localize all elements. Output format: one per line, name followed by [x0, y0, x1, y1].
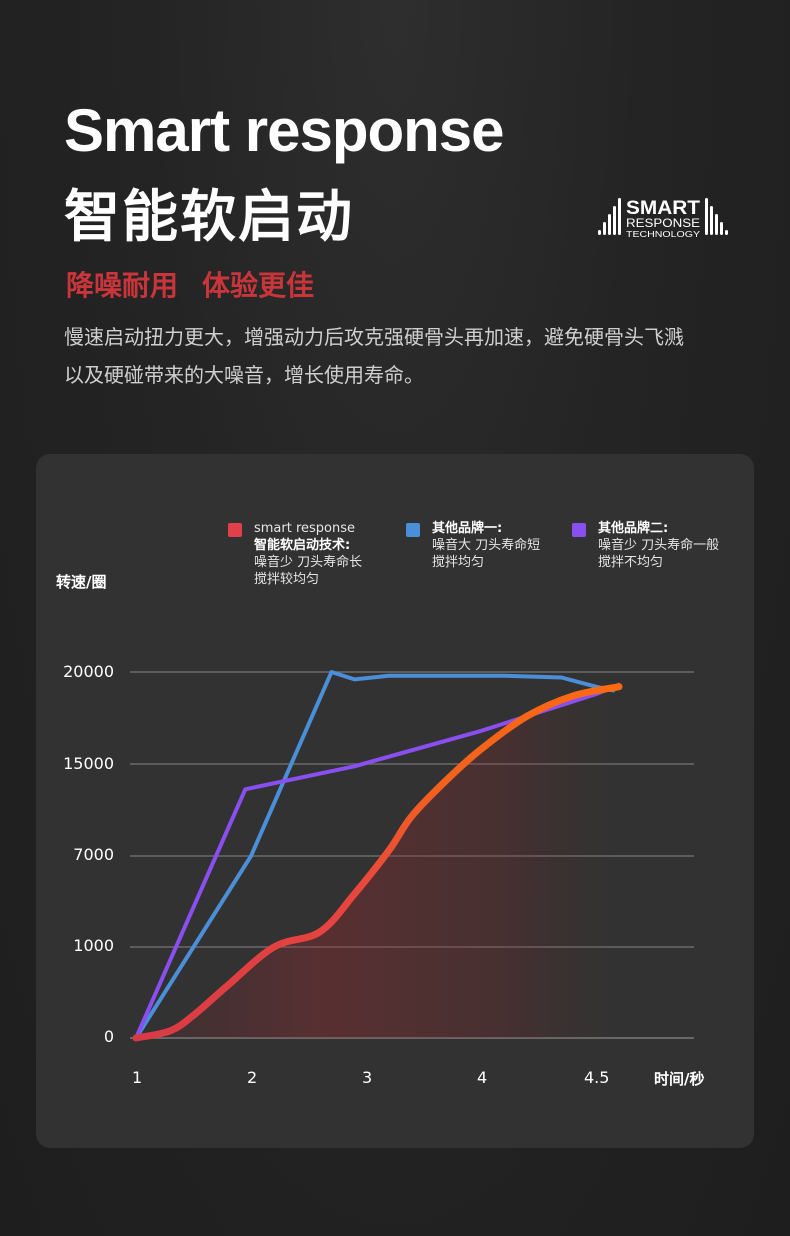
y-axis-title: 转速/圈	[56, 573, 107, 591]
x-tick-label: 1	[132, 1068, 143, 1087]
legend-series-desc: 搅拌不均匀	[598, 555, 664, 570]
legend-series-desc: 噪音少 刀头寿命长	[254, 555, 363, 570]
legend-series-name: smart response	[254, 521, 356, 536]
x-tick-label: 3	[362, 1068, 373, 1087]
y-tick-label: 15000	[63, 754, 114, 773]
legend-swatch	[228, 523, 242, 537]
y-tick-label: 7000	[73, 845, 114, 864]
y-tick-label: 0	[103, 1027, 114, 1046]
x-tick-label: 4	[477, 1068, 488, 1087]
legend-series-desc: 噪音大 刀头寿命短	[432, 538, 541, 553]
description-line-2: 以及硬碰带来的大噪音，增长使用寿命。	[64, 363, 424, 387]
chart-panel: 转速/圈 时间/秒 20000 15000 7000 1000 0 1 2 3 …	[36, 454, 754, 1148]
page-title-en: Smart response	[64, 97, 505, 164]
x-tick-label: 4.5	[584, 1068, 610, 1087]
series-line-smart	[132, 683, 623, 1042]
legend-text: 其他品牌二: 噪音少 刀头寿命一般 搅拌不均匀	[598, 520, 719, 571]
legend-series-desc: 搅拌均匀	[432, 555, 485, 570]
logo-bars-left	[598, 198, 621, 235]
description: 慢速启动扭力更大，增强动力后攻克强硬骨头再加速，避免硬骨头飞溅 以及硬碰带来的大…	[64, 318, 744, 394]
tagline-experience: 体验更佳	[202, 269, 315, 302]
x-tick-label: 2	[247, 1068, 258, 1087]
legend-series-desc: 噪音少 刀头寿命一般	[598, 538, 720, 553]
logo-bars-right	[705, 198, 728, 235]
legend-series-name: 其他品牌二:	[598, 521, 669, 536]
legend-swatch	[572, 523, 586, 537]
tagline-noise: 降噪耐用	[66, 269, 179, 302]
legend-series-name: 其他品牌一:	[432, 521, 503, 536]
logo-text-smart: SMART	[626, 198, 700, 219]
line-chart	[130, 670, 694, 1042]
page-title-zh: 智能软启动	[64, 185, 354, 250]
tagline: 降噪耐用 体验更佳	[66, 264, 338, 304]
legend-series-desc: 智能软启动技术:	[254, 538, 351, 553]
y-tick-label: 1000	[73, 936, 114, 955]
x-axis-title: 时间/秒	[654, 1070, 705, 1088]
series-line-brand1	[134, 670, 616, 1040]
legend-text: smart response 智能软启动技术: 噪音少 刀头寿命长 搅拌较均匀	[254, 520, 362, 588]
description-line-1: 慢速启动扭力更大，增强动力后攻克强硬骨头再加速，避免硬骨头飞溅	[64, 325, 684, 349]
smart-series-area	[136, 686, 619, 1038]
legend-series-desc: 搅拌较均匀	[254, 572, 320, 587]
logo-text-technology: TECHNOLOGY	[626, 230, 701, 239]
legend-swatch	[406, 523, 420, 537]
smart-response-logo: SMART RESPONSE TECHNOLOGY	[598, 198, 728, 239]
logo-text-response: RESPONSE	[626, 216, 700, 230]
y-tick-label: 20000	[63, 662, 114, 681]
legend-text: 其他品牌一: 噪音大 刀头寿命短 搅拌均匀	[432, 520, 540, 571]
